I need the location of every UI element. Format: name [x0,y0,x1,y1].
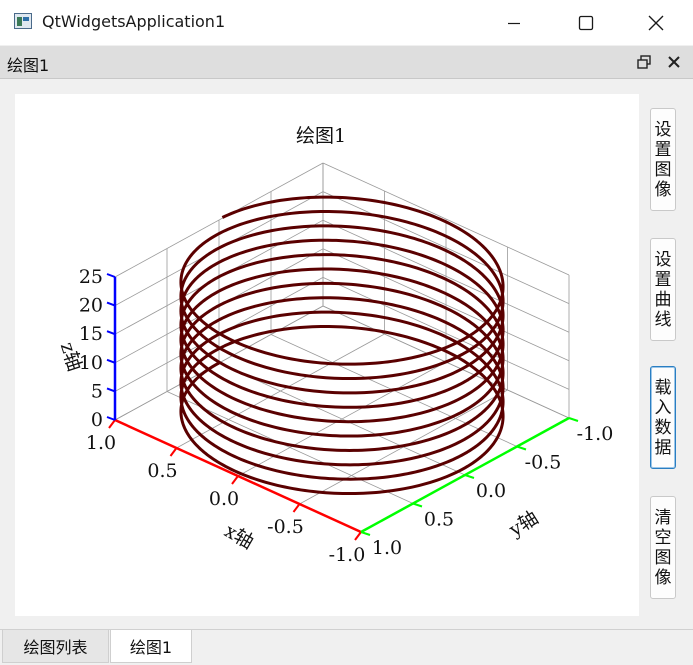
y-tick-label: 0.0 [476,480,506,502]
tab-plot-1[interactable]: 绘图1 [110,630,192,663]
y-tick-mark [568,417,579,422]
close-icon [668,56,680,68]
button-label: 设置图像 [654,119,672,200]
x-tick-label: 1.0 [86,432,116,454]
title-bar: QtWidgetsApplication1 [0,0,693,45]
x-tick-label: 0.5 [147,460,177,482]
grid-line [114,162,324,278]
close-button[interactable] [633,0,679,45]
z-tick-mark [106,301,116,307]
button-label: 设置曲线 [654,249,672,330]
z-tick-label: 0 [91,409,103,431]
set-image-button[interactable]: 设置图像 [650,108,676,211]
y-tick-label: -0.5 [525,452,562,474]
grid-line [166,391,414,504]
load-data-button[interactable]: 载入数据 [650,366,676,469]
y-tick-mark [412,502,423,508]
x-tick-mark [108,419,116,429]
dock-title-bar: 绘图1 [0,46,693,79]
y-axis-label: y轴 [505,507,543,542]
grid-line [322,219,570,333]
dock-close-button[interactable] [666,54,682,70]
tab-plot-list[interactable]: 绘图列表 [2,630,109,663]
helix-curve [179,195,505,496]
x-tick-label: -1.0 [329,544,366,566]
plot-area[interactable]: 绘图1 1.0 0.5 0.0 -0.5 -1.0 1.0 0.5 0.0 -0.5 -1.0 0 5… [15,94,639,616]
z-tick-mark [106,358,116,364]
bottom-tab-bar: 绘图列表 绘图1 [0,629,693,665]
z-tick-mark [106,416,116,421]
clear-image-button[interactable]: 清空图像 [650,496,676,599]
z-tick-mark [106,273,116,278]
z-tick-label: 20 [79,295,103,317]
z-tick-mark [106,387,116,393]
z-tick-label: 10 [79,352,103,374]
chart-title: 绘图1 [296,125,346,147]
dock-float-button[interactable] [636,54,652,70]
app-icon [14,13,32,29]
y-tick-mark [516,445,527,451]
y-tick-label: 0.5 [424,509,454,531]
maximize-button[interactable] [563,0,609,45]
x-tick-label: -0.5 [267,516,304,538]
button-label: 载入数据 [654,377,672,458]
window-title: QtWidgetsApplication1 [42,12,226,31]
x-tick-mark [169,447,178,457]
z-tick-mark [106,330,116,336]
x-tick-mark [354,531,362,541]
grid-line [322,248,570,362]
grid-line [322,191,570,304]
x-tick-mark [292,503,301,513]
z-tick-label: 5 [91,380,103,402]
close-icon [648,15,664,30]
dock-title: 绘图1 [7,56,50,75]
float-window-icon [637,55,651,69]
y-tick-label: -1.0 [577,423,614,445]
z-tick-label: 25 [79,266,103,288]
y-tick-label: 1.0 [372,537,402,559]
set-curve-button[interactable]: 设置曲线 [650,238,676,341]
x-tick-label: 0.0 [209,488,239,510]
z-tick-label: 15 [79,323,103,345]
grid-line [322,277,570,390]
minimize-button[interactable] [491,0,537,45]
y-tick-mark [360,531,371,536]
minimize-icon [508,22,520,24]
x-tick-mark [231,475,239,485]
x-axis-label: x轴 [221,520,258,554]
maximize-icon [578,15,594,30]
button-label: 清空图像 [654,507,672,588]
chart-3d-plot: 绘图1 1.0 0.5 0.0 -0.5 -1.0 1.0 0.5 0.0 -0.5 -1.0 0 5… [56,125,614,566]
y-tick-mark [464,474,475,479]
grid-line [322,162,570,276]
